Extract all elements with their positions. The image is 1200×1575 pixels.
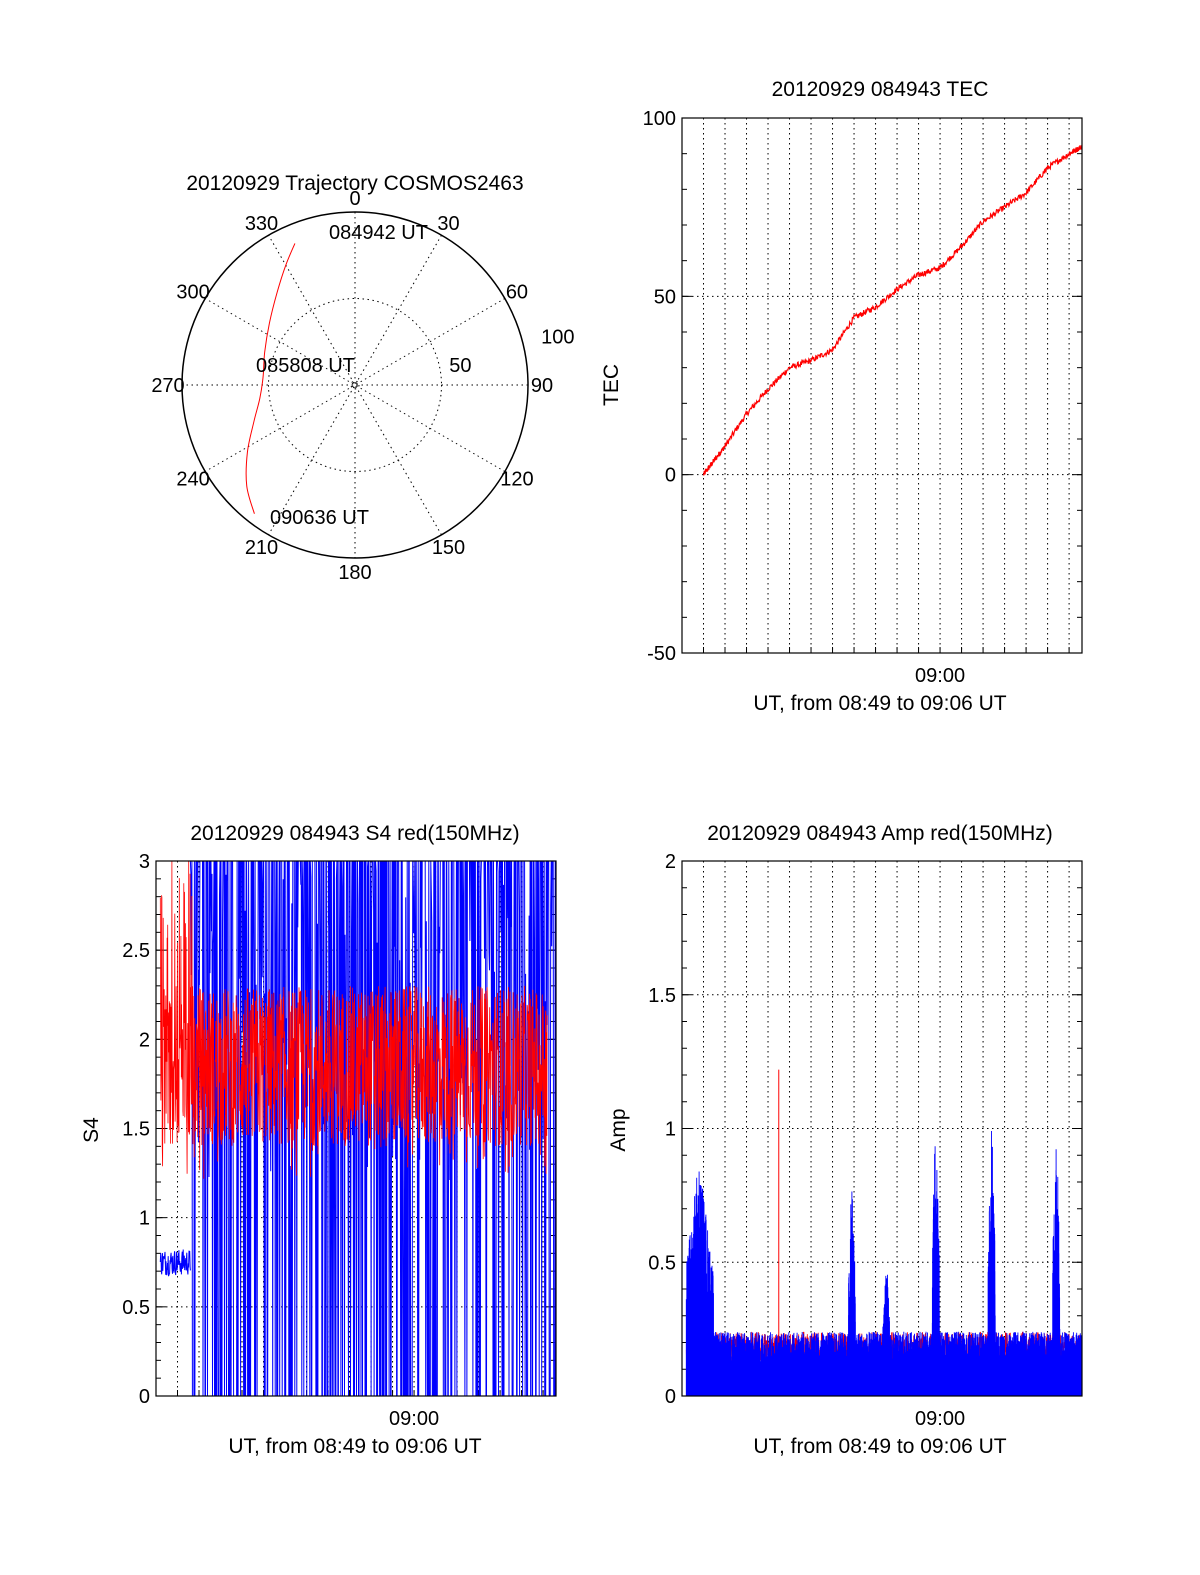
s4-chart: 20120929 084943 S4 red(150MHz) S4 UT, fr…	[80, 822, 557, 1458]
polar-trajectory-chart: 20120929 Trajectory COSMOS2463 0 30 60 90 12…	[151, 172, 574, 584]
y-tick-label: 0.5	[648, 1252, 676, 1274]
s4-y-axis-label: S4	[80, 1117, 103, 1143]
polar-spoke	[268, 234, 442, 536]
polar-azimuth-label: 90	[531, 375, 553, 397]
amp-blue-series	[685, 1131, 1083, 1396]
y-tick-label: 0	[139, 1386, 150, 1408]
polar-azimuth-label: 210	[245, 537, 278, 559]
amp-plot-frame	[681, 860, 1083, 1397]
x-tick-label: 09:00	[389, 1408, 439, 1430]
y-tick-label: 50	[654, 286, 676, 308]
polar-azimuth-label: 300	[176, 282, 209, 304]
polar-azimuth-label: 270	[151, 375, 184, 397]
tec-chart: 20120929 084943 TEC TEC UT, from 08:49 t…	[600, 78, 1083, 715]
s4-plot-frame	[155, 860, 557, 1397]
polar-azimuth-label: 120	[500, 469, 533, 491]
x-tick-label: 09:00	[915, 1408, 965, 1430]
amp-y-axis-label: Amp	[607, 1108, 630, 1151]
polar-azimuth-label: 30	[437, 213, 459, 235]
polar-azimuth-label: 180	[338, 562, 371, 584]
polar-spoke	[204, 298, 506, 472]
y-tick-label: 1.5	[122, 1119, 150, 1141]
tec-y-axis-label: TEC	[600, 364, 623, 406]
s4-blue-series	[189, 860, 557, 1397]
polar-azimuth-label: 150	[432, 537, 465, 559]
tec-x-axis-label: UT, from 08:49 to 09:06 UT	[753, 692, 1006, 715]
y-tick-label: 0	[665, 465, 676, 487]
polar-grid-circle	[268, 298, 442, 472]
polar-radial-label: 50	[449, 355, 471, 377]
s4-blue-series-early	[159, 1249, 191, 1277]
trajectory-mid-label: 085808 UT	[256, 355, 355, 377]
amp-chart-title: 20120929 084943 Amp red(150MHz)	[707, 822, 1053, 845]
polar-chart-title: 20120929 Trajectory COSMOS2463	[186, 172, 523, 195]
amp-x-axis-label: UT, from 08:49 to 09:06 UT	[753, 1435, 1006, 1458]
trajectory-start-label: 084942 UT	[329, 222, 428, 244]
y-tick-label: 2	[665, 851, 676, 873]
y-tick-label: 100	[643, 108, 676, 130]
s4-chart-title: 20120929 084943 S4 red(150MHz)	[190, 822, 519, 845]
y-tick-label: 1	[665, 1119, 676, 1141]
trajectory-end-label: 090636 UT	[270, 507, 369, 529]
tec-chart-title: 20120929 084943 TEC	[772, 78, 989, 101]
y-tick-label: 3	[139, 851, 150, 873]
y-tick-label: 2	[139, 1029, 150, 1051]
s4-red-series	[159, 860, 548, 1179]
polar-spoke	[204, 298, 506, 472]
polar-azimuth-label: 60	[506, 282, 528, 304]
tec-series-line	[702, 144, 1083, 476]
y-tick-label: 0.5	[122, 1297, 150, 1319]
y-tick-label: 0	[665, 1386, 676, 1408]
y-tick-label: 1	[139, 1208, 150, 1230]
y-tick-label: 2.5	[122, 940, 150, 962]
polar-radial-label: 100	[541, 326, 574, 348]
amp-chart: 20120929 084943 Amp red(150MHz) Amp UT, …	[607, 822, 1083, 1458]
polar-azimuth-label: 0	[349, 188, 360, 210]
polar-center-circle	[350, 380, 360, 390]
s4-x-axis-label: UT, from 08:49 to 09:06 UT	[228, 1435, 481, 1458]
x-tick-label: 09:00	[915, 665, 965, 687]
polar-azimuth-label: 330	[245, 213, 278, 235]
polar-spoke	[268, 234, 442, 536]
trajectory-line	[245, 243, 296, 514]
y-tick-label: -50	[647, 643, 676, 665]
y-tick-label: 1.5	[648, 985, 676, 1007]
tec-plot-frame	[681, 117, 1083, 654]
polar-azimuth-label: 240	[176, 469, 209, 491]
